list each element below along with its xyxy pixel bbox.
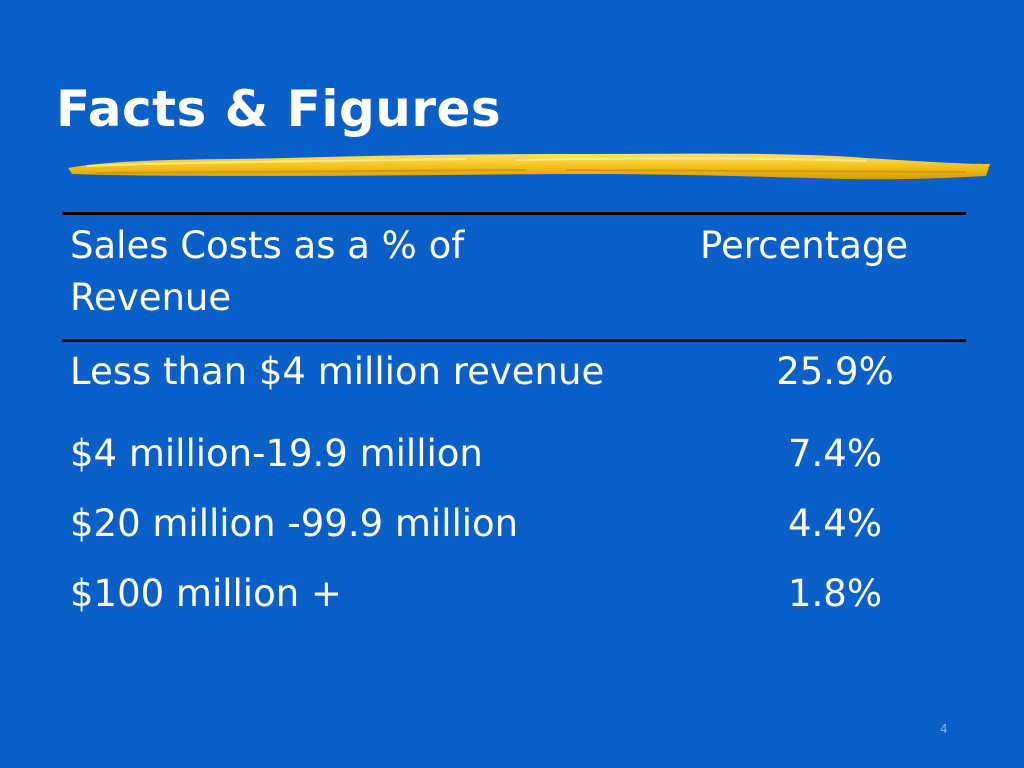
table-row-value: 1.8% [788, 572, 882, 615]
table-header-category: Sales Costs as a % of Revenue [70, 224, 465, 319]
table-row-label: Less than $4 million revenue [70, 350, 605, 393]
slide-title: Facts & Figures [56, 80, 502, 138]
table-row-value: 25.9% [776, 350, 894, 393]
table-top-rule [62, 212, 966, 215]
table-row-label: $20 million -99.9 million [70, 502, 519, 545]
table-row-label: $100 million + [70, 572, 342, 615]
highlighter-stroke-decoration [68, 153, 990, 180]
table-row-value: 7.4% [788, 432, 882, 475]
page-number: 4 [940, 722, 948, 736]
table-row-label: $4 million-19.9 million [70, 432, 483, 475]
table-row-value: 4.4% [788, 502, 882, 545]
table-header-rule [62, 339, 966, 342]
table-header-percentage: Percentage [700, 224, 909, 267]
